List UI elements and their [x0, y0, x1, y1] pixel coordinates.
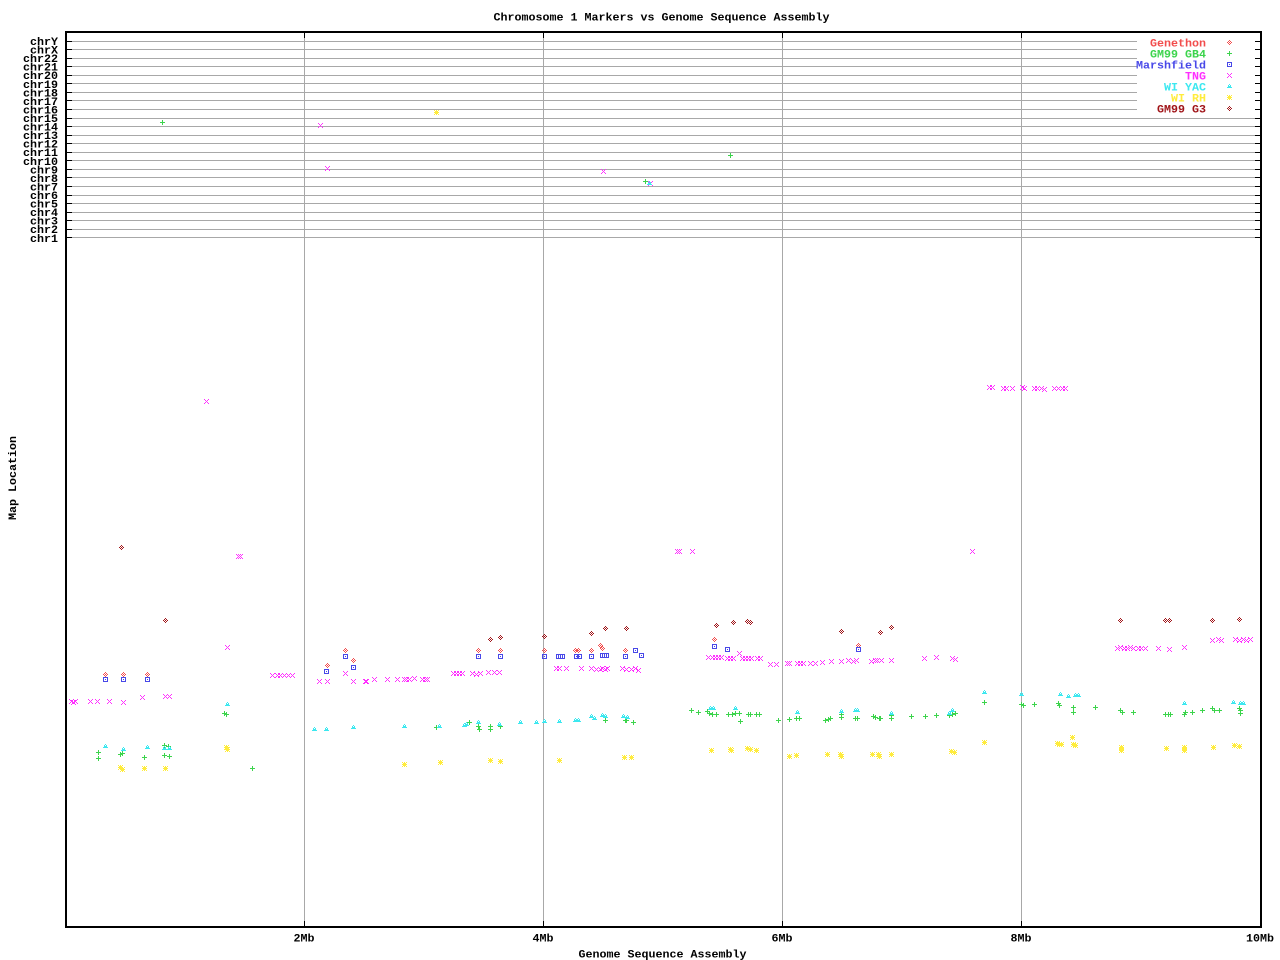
svg-text:chr14: chr14: [23, 123, 58, 135]
svg-text:chr9: chr9: [30, 165, 58, 177]
svg-text:TNG: TNG: [1185, 71, 1206, 83]
svg-text:GM99 G3: GM99 G3: [1157, 104, 1206, 116]
svg-text:chr15: chr15: [23, 114, 58, 126]
svg-text:8Mb: 8Mb: [1011, 934, 1032, 946]
svg-text:chr22: chr22: [23, 54, 58, 66]
svg-text:chr2: chr2: [30, 225, 58, 237]
svg-text:4Mb: 4Mb: [533, 934, 554, 946]
svg-text:chr17: chr17: [23, 97, 58, 109]
svg-text:Chromosome 1 Markers vs Genome: Chromosome 1 Markers vs Genome Sequence …: [494, 13, 830, 25]
svg-text:chr19: chr19: [23, 80, 58, 92]
svg-text:chr7: chr7: [30, 183, 58, 195]
svg-text:chr8: chr8: [30, 174, 58, 186]
svg-text:chr13: chr13: [23, 131, 58, 143]
svg-text:chr20: chr20: [23, 71, 58, 83]
svg-text:chr10: chr10: [23, 157, 58, 169]
svg-text:6Mb: 6Mb: [772, 934, 793, 946]
svg-text:chr4: chr4: [30, 208, 58, 220]
svg-text:Marshfield: Marshfield: [1136, 60, 1206, 72]
svg-text:WI RH: WI RH: [1171, 93, 1206, 105]
svg-text:10Mb: 10Mb: [1246, 934, 1274, 946]
svg-text:Genome Sequence Assembly: Genome Sequence Assembly: [579, 950, 747, 960]
svg-text:chr1: chr1: [30, 234, 58, 246]
svg-text:chr6: chr6: [30, 191, 58, 203]
svg-text:2Mb: 2Mb: [294, 934, 315, 946]
svg-text:GM99 GB4: GM99 GB4: [1150, 49, 1206, 61]
svg-text:Genethon: Genethon: [1150, 38, 1206, 50]
svg-text:chr5: chr5: [30, 200, 58, 212]
svg-text:chrY: chrY: [30, 37, 58, 49]
svg-text:chrX: chrX: [30, 46, 58, 58]
svg-text:WI YAC: WI YAC: [1164, 82, 1206, 94]
svg-text:chr11: chr11: [23, 148, 58, 160]
svg-text:chr18: chr18: [23, 88, 58, 100]
svg-text:Map Location: Map Location: [8, 436, 20, 520]
svg-text:chr3: chr3: [30, 217, 58, 229]
svg-text:chr16: chr16: [23, 106, 58, 118]
svg-text:chr12: chr12: [23, 140, 58, 152]
svg-text:chr21: chr21: [23, 63, 58, 75]
